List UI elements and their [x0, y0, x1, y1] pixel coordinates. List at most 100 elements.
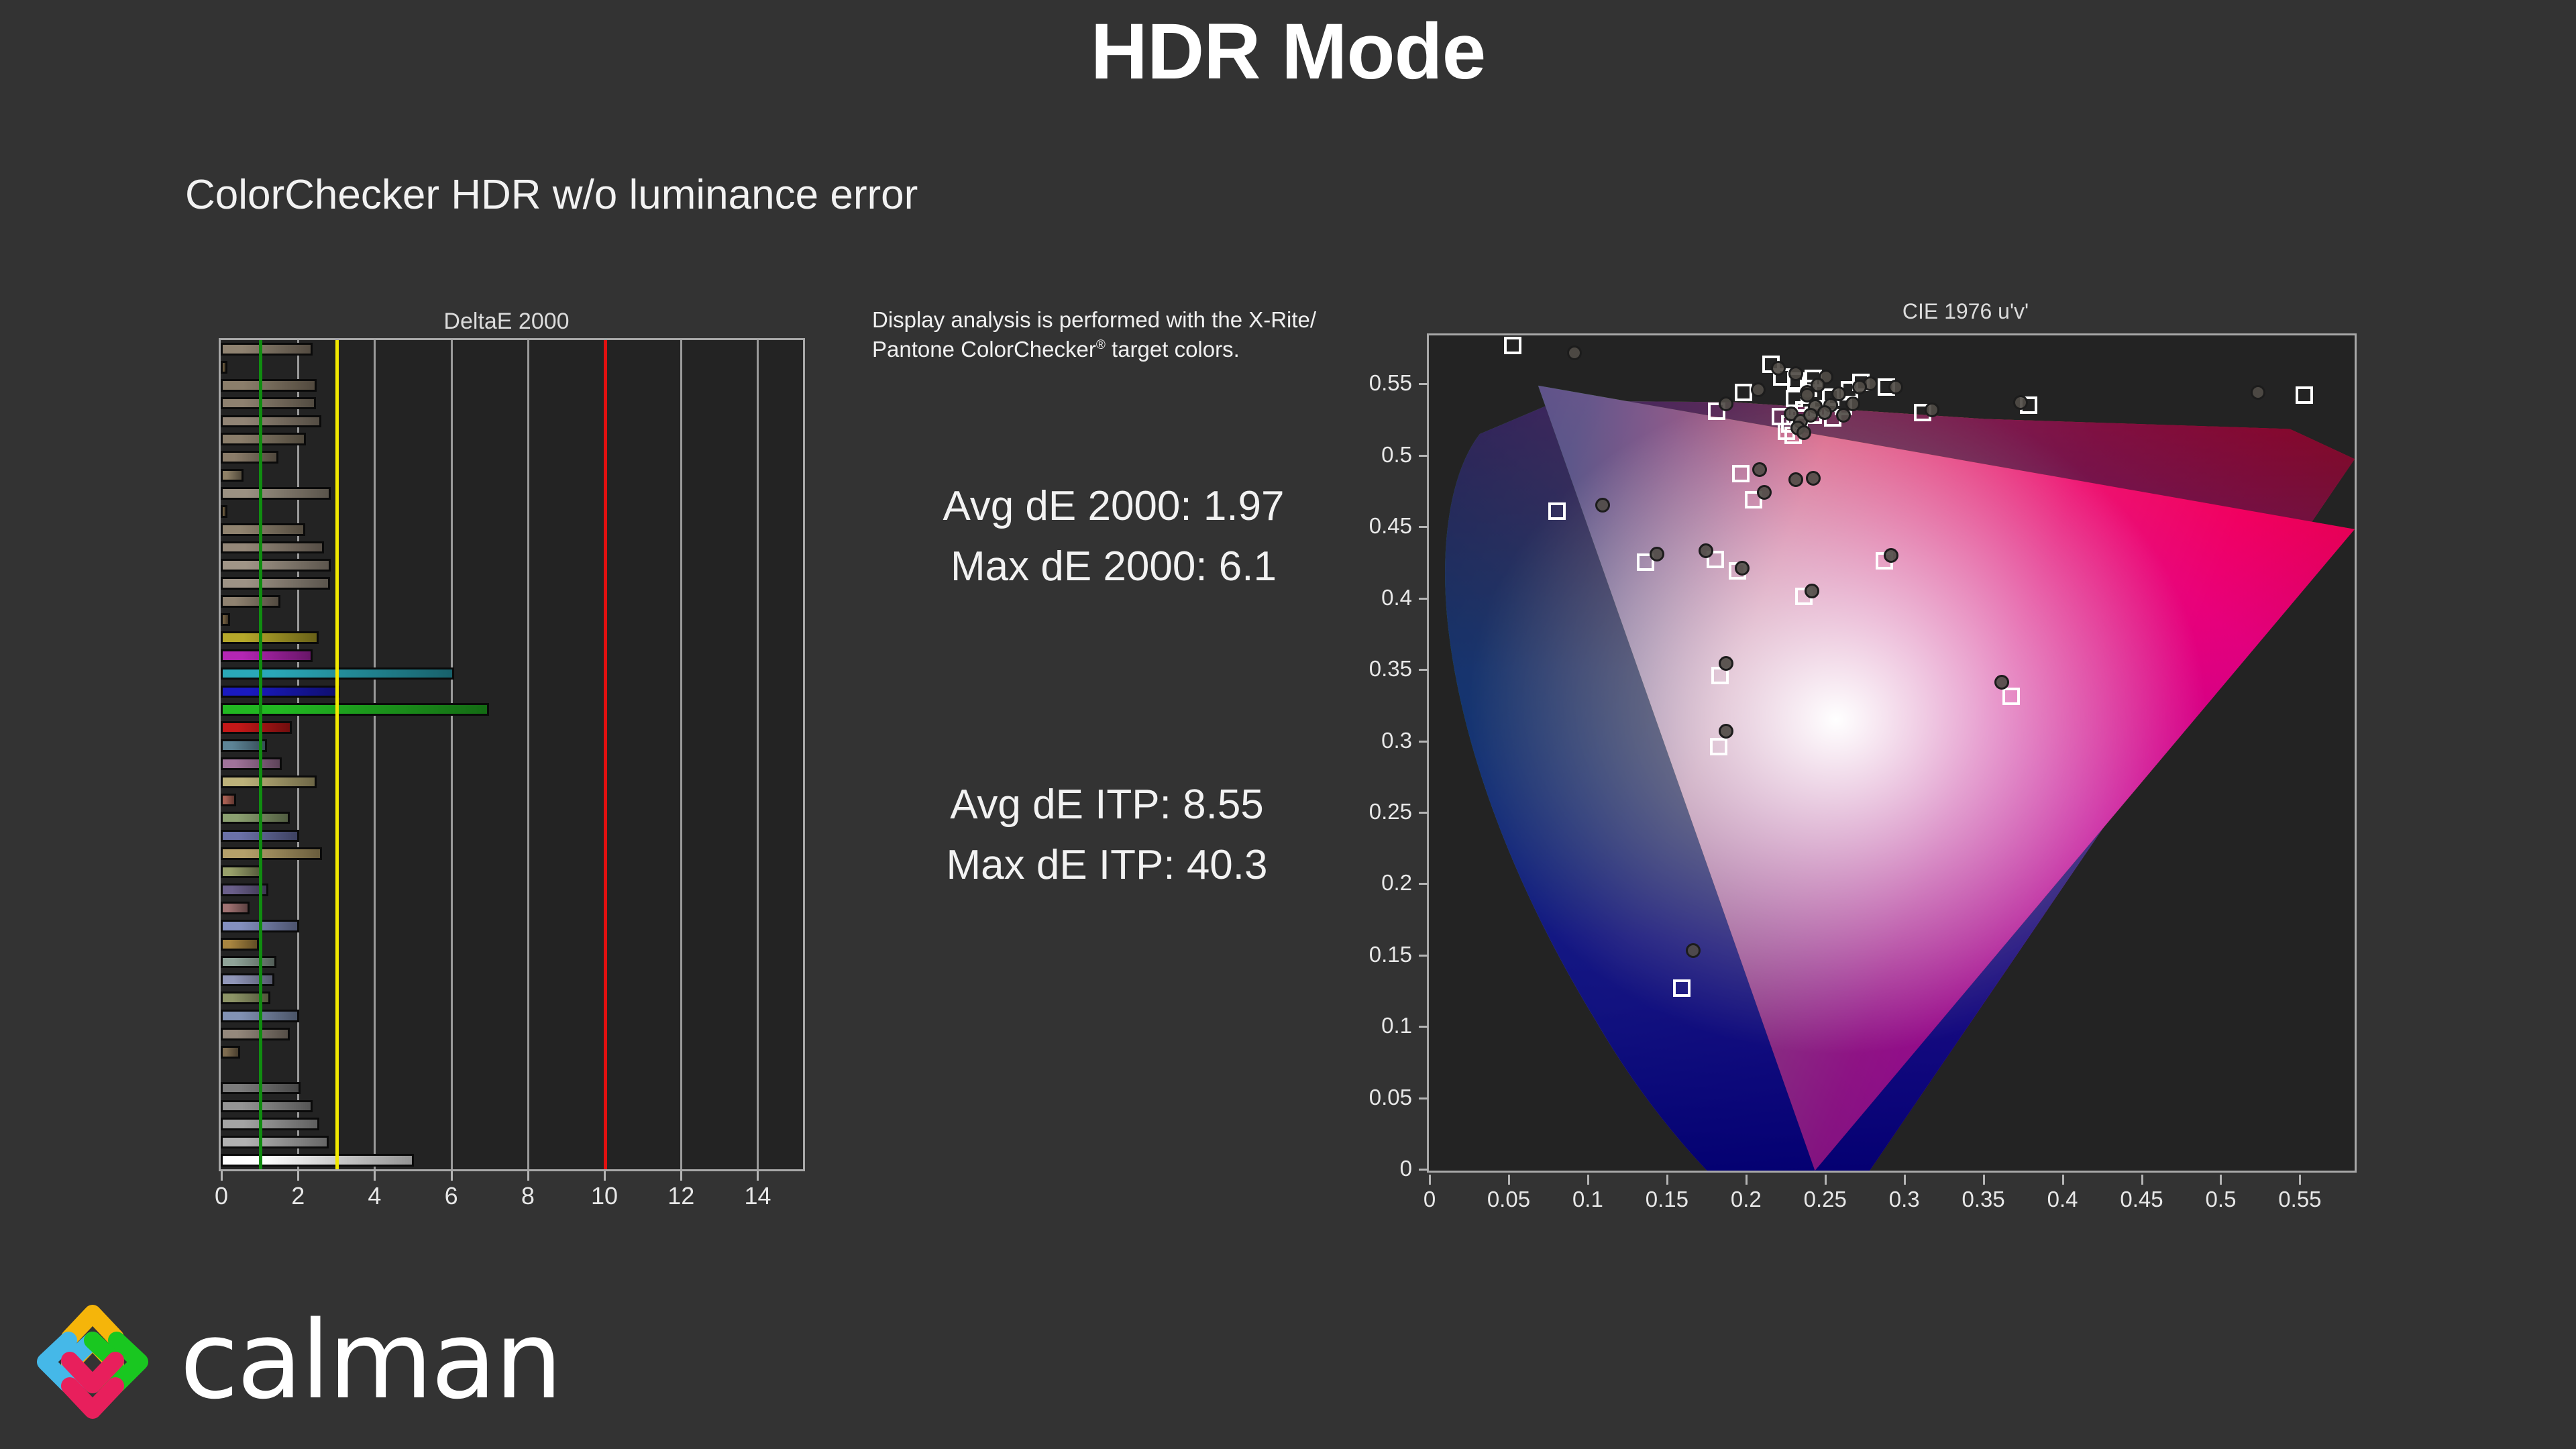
cie-y-tick-label: 0.3 — [1381, 727, 1412, 753]
max-de2000-value: Max dE 2000: 6.1 — [951, 543, 1277, 590]
note-prefix: Pantone ColorChecker — [872, 336, 1096, 362]
cie-target-marker — [1706, 551, 1724, 569]
cie-x-tick-label: 0.15 — [1645, 1187, 1688, 1212]
cie-plot-area — [1427, 333, 2357, 1173]
deltae-x-tick — [757, 1171, 759, 1181]
deltae-plot-inner — [221, 340, 803, 1169]
deltae-gridline — [527, 340, 529, 1169]
deltae-bar — [221, 685, 340, 698]
cie-measured-marker — [1757, 485, 1772, 500]
deltae-plot-area — [219, 338, 805, 1171]
deltae-bar — [221, 721, 292, 735]
cie-y-tick-label: 0.15 — [1368, 941, 1412, 967]
cie-measured-marker — [1685, 943, 1701, 959]
deltae-bar — [221, 793, 236, 806]
deltae-x-tick — [374, 1171, 376, 1181]
cie-target-marker — [1735, 384, 1753, 402]
cie-measured-marker — [1803, 408, 1818, 423]
cie-measured-marker — [1719, 396, 1734, 412]
cie-y-tick — [1419, 669, 1428, 672]
deltae-bar — [221, 1099, 313, 1113]
cie-gamut-svg — [1445, 385, 2355, 1171]
cie-x-tick-label: 0.55 — [2278, 1187, 2322, 1212]
deltae-bar — [221, 937, 260, 951]
cie-y-tick — [1419, 526, 1428, 529]
deltae-x-tick — [680, 1171, 683, 1181]
cie-measured-marker — [1851, 379, 1867, 394]
deltae-bar — [221, 1154, 415, 1167]
deltae-bar — [221, 649, 313, 662]
deltae-bar — [221, 775, 317, 788]
yellow-threshold-line — [335, 340, 339, 1169]
cie-y-tick — [1419, 883, 1428, 885]
deitp-stats: Avg dE ITP: 8.55 Max dE ITP: 40.3 — [872, 775, 1342, 896]
deltae-x-axis: 0 2 4 6 8 10 12 14 — [215, 1171, 805, 1210]
deltae-x-tick — [221, 1171, 223, 1181]
logo-chevron-amber — [61, 1305, 124, 1346]
center-info-block: Display analysis is performed with the X… — [872, 305, 1355, 888]
cie-y-tick-label: 0.35 — [1368, 656, 1412, 682]
cie-x-tick — [2299, 1175, 2302, 1185]
cie-target-marker — [1548, 502, 1566, 520]
deltae-bar — [221, 595, 280, 608]
cie-measured-marker — [1836, 408, 1851, 423]
cie-x-tick-label: 0.05 — [1487, 1187, 1531, 1212]
cie-target-marker — [2295, 386, 2313, 405]
cie-measured-marker — [1888, 379, 1903, 394]
calman-diamond-icon — [37, 1305, 148, 1419]
cie-measured-marker — [1845, 396, 1861, 412]
deltae-bar — [221, 1118, 320, 1131]
deltae-x-tick-label: 4 — [368, 1182, 382, 1210]
cie-y-tick — [1419, 383, 1428, 386]
deltae-bar — [221, 1028, 290, 1040]
deltae-bar — [221, 559, 331, 572]
cie-measured-marker — [1796, 425, 1812, 440]
deltae-bar — [221, 757, 282, 770]
deltae-2000-chart: DeltaE 2000 0 2 4 6 8 10 12 14 — [201, 309, 812, 1214]
cie-y-tick — [1419, 1169, 1428, 1171]
cie-measured-marker — [1831, 386, 1846, 402]
analysis-note-line2: Pantone ColorChecker® target colors. — [872, 335, 1355, 364]
logo-chevron-green — [108, 1332, 148, 1393]
cie-x-tick — [1745, 1175, 1748, 1185]
cie-target-marker — [1709, 737, 1727, 755]
deltae-x-tick-label: 2 — [291, 1182, 305, 1210]
deltae-bar — [221, 541, 325, 554]
cie-x-tick-label: 0.2 — [1730, 1187, 1762, 1212]
cie-y-tick — [1419, 811, 1428, 814]
cie-y-tick-label: 0.05 — [1368, 1084, 1412, 1110]
cie-y-tick — [1419, 597, 1428, 600]
cie-measured-marker — [1925, 402, 1940, 417]
cie-y-tick-label: 0.45 — [1368, 513, 1412, 539]
cie-x-tick — [1507, 1175, 1510, 1185]
deltae-bar — [221, 343, 313, 356]
cie-target-marker — [2002, 688, 2021, 706]
deltae-bar — [221, 360, 227, 374]
deltae-x-tick-label: 10 — [591, 1182, 619, 1210]
cie-measured-marker — [1595, 498, 1611, 513]
calman-logo: calman — [27, 1295, 651, 1429]
cie-target-marker — [1731, 465, 1750, 483]
deltae-gridline — [297, 340, 300, 1169]
cie-measured-marker — [1735, 560, 1750, 576]
cie-x-axis: 0 0.05 0.1 0.15 0.2 0.25 0.3 0.35 0.4 0.45 0.5 0.55 — [1424, 1175, 2357, 1212]
avg-de2000-value: Avg dE 2000: 1.97 — [943, 483, 1285, 529]
cie-target-marker — [1504, 336, 1522, 354]
deltae-x-tick — [450, 1171, 453, 1181]
cie-y-tick-label: 0.4 — [1381, 584, 1412, 610]
cie-x-tick — [1824, 1175, 1827, 1185]
page-title: HDR Mode — [1090, 7, 1487, 96]
deltae-bar — [221, 955, 276, 969]
deltae-x-tick-label: 6 — [444, 1182, 458, 1210]
cie-measured-marker — [2251, 385, 2266, 400]
cie-measured-marker — [1788, 472, 1804, 487]
deltae-chart-title: DeltaE 2000 — [443, 309, 570, 334]
deltae-x-tick-label: 8 — [521, 1182, 535, 1210]
cie-y-tick — [1419, 454, 1428, 457]
logo-chevron-cyan — [37, 1332, 77, 1393]
cie-target-marker — [1744, 490, 1762, 508]
deltae-bar — [221, 577, 330, 590]
registered-mark-icon: ® — [1095, 337, 1106, 352]
deltae-gridline — [374, 340, 376, 1169]
